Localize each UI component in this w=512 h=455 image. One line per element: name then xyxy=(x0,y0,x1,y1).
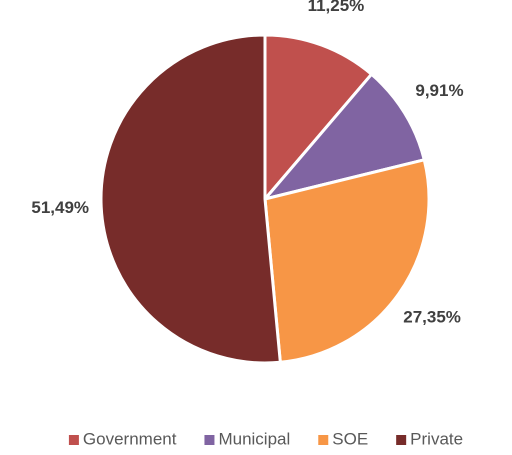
legend-label: Municipal xyxy=(218,429,290,448)
value-label: 51,49% xyxy=(31,198,89,217)
legend-label: Government xyxy=(83,429,177,448)
legend-marker xyxy=(396,435,407,445)
pie-slice xyxy=(260,72,427,202)
legend-marker xyxy=(204,435,215,445)
legend-label: SOE xyxy=(332,429,368,448)
value-label: 9,91% xyxy=(415,81,463,100)
legend-marker xyxy=(68,435,79,445)
legend-marker xyxy=(318,435,329,445)
legend-label: Private xyxy=(410,429,463,448)
value-label: 27,35% xyxy=(403,307,461,326)
pie-slice xyxy=(263,157,431,364)
value-label: 11,25% xyxy=(308,0,365,15)
pie-slice xyxy=(99,33,282,365)
pie-slice xyxy=(263,33,374,204)
